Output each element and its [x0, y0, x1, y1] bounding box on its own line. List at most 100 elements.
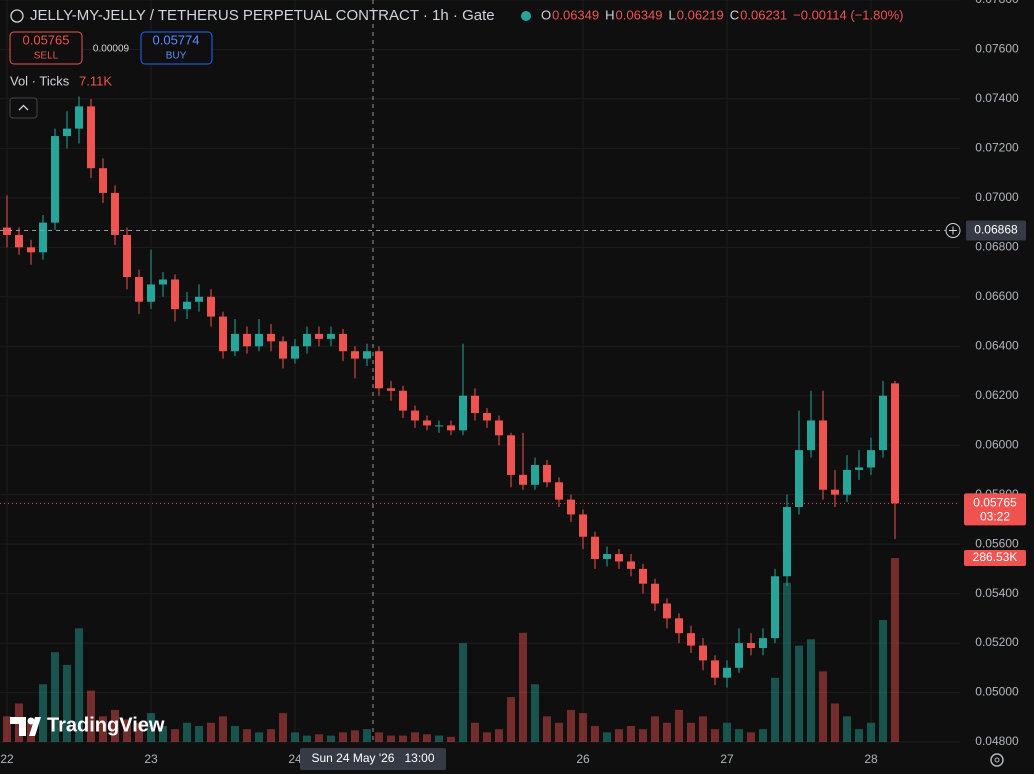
- candle-body: [711, 660, 719, 678]
- candle-body: [291, 346, 299, 359]
- candle-body: [579, 514, 587, 537]
- collapse-button[interactable]: [9, 97, 38, 119]
- countdown: 03:22: [980, 509, 1010, 523]
- candle-body: [147, 284, 155, 302]
- volume-bar: [123, 719, 131, 742]
- volume-bar: [39, 684, 47, 742]
- y-tick-label: 0.05400: [975, 586, 1019, 600]
- crosshair-price: 0.06868: [974, 223, 1018, 237]
- candle-body: [387, 388, 395, 391]
- candle-body: [855, 467, 863, 470]
- buy-price[interactable]: 0.05774: [153, 32, 200, 47]
- volume-bar: [255, 732, 263, 742]
- volume-bar: [375, 732, 383, 742]
- y-tick-label: 0.07200: [975, 141, 1019, 155]
- volume-bar: [855, 729, 863, 742]
- candle-body: [747, 643, 755, 649]
- volume-bar: [615, 729, 623, 742]
- add-alert-icon[interactable]: [949, 226, 957, 235]
- candle-body: [183, 301, 191, 310]
- volume-bar: [171, 729, 179, 742]
- volume-bar: [651, 716, 659, 742]
- candle-body: [495, 420, 503, 436]
- candle-body: [51, 136, 59, 223]
- sell-price[interactable]: 0.05765: [23, 32, 70, 47]
- ohlc-value: 0.06349: [552, 7, 599, 22]
- y-tick-label: 0.07800: [975, 0, 1019, 6]
- volume-bar: [207, 722, 215, 742]
- candle-body: [207, 296, 215, 317]
- buy-button[interactable]: [140, 31, 213, 65]
- volume-bar: [771, 677, 779, 742]
- candle-body: [843, 469, 851, 495]
- symbol-icon: [10, 9, 24, 23]
- y-tick-label: 0.04800: [975, 734, 1019, 748]
- candle-body: [603, 554, 611, 559]
- volume-bar: [819, 671, 827, 742]
- volume-bar: [531, 684, 539, 742]
- volume-bar: [891, 558, 899, 742]
- candle-body: [111, 192, 119, 235]
- ohlc-value: 0.06231: [740, 7, 787, 22]
- candle-body: [531, 464, 539, 485]
- volume-label: 286.53K: [973, 550, 1018, 564]
- candle-body: [171, 279, 179, 310]
- volume-legend-value: 7.11K: [79, 73, 112, 88]
- candle-body: [663, 603, 671, 619]
- volume-bar: [111, 709, 119, 742]
- y-tick-label: 0.07400: [975, 91, 1019, 105]
- volume-label-box: [964, 550, 1026, 566]
- candle-body: [363, 351, 371, 359]
- volume-bar: [51, 652, 59, 742]
- buy-label[interactable]: BUY: [166, 51, 187, 62]
- volume-bar: [579, 713, 587, 742]
- candle-body: [39, 222, 47, 253]
- volume-bar: [63, 664, 71, 742]
- ohlc-legend: O 0.06349 H 0.06349 L 0.06219 C 0.06231: [541, 7, 787, 22]
- volume-bar: [243, 729, 251, 742]
- sell-button[interactable]: [9, 31, 83, 65]
- settings-icon[interactable]: [994, 757, 1000, 763]
- volume-bar: [471, 722, 479, 742]
- candle-body: [267, 333, 275, 342]
- volume-bar: [495, 729, 503, 742]
- volume-bar: [879, 619, 887, 742]
- y-tick-label: 0.06200: [975, 388, 1019, 402]
- candle-body: [471, 395, 479, 414]
- candle-body: [651, 583, 659, 604]
- ohlc-value: 0.06219: [677, 7, 724, 22]
- volume-bar: [507, 697, 515, 742]
- volume-bar: [591, 725, 599, 742]
- volume-bar: [291, 732, 299, 742]
- candle-body: [447, 425, 455, 431]
- volume-bar: [231, 725, 239, 742]
- volume-bar: [627, 725, 635, 742]
- crosshair-time: Sun 24 May '26 13:00: [311, 751, 434, 765]
- candle-body: [831, 489, 839, 495]
- sell-label[interactable]: SELL: [34, 51, 59, 62]
- candle-body: [783, 507, 791, 577]
- x-tick-label: 27: [720, 752, 734, 766]
- y-tick-label: 0.06000: [975, 437, 1019, 451]
- candle-body: [123, 234, 131, 278]
- volume-bar: [363, 729, 371, 742]
- candle-body: [351, 351, 359, 359]
- y-tick-label: 0.05200: [975, 635, 1019, 649]
- collapse-icon[interactable]: [18, 104, 29, 111]
- volume-bar: [399, 735, 407, 742]
- ohlc-key: L: [669, 7, 676, 22]
- candle-body: [279, 341, 287, 359]
- candle-body: [159, 279, 167, 285]
- symbol: JELLY-MY-JELLY / TETHERUS PERPETUAL CONT…: [30, 7, 495, 24]
- logo-icon: [10, 717, 41, 736]
- candle-body: [435, 425, 443, 427]
- candle-body: [411, 410, 419, 421]
- settings-button[interactable]: [990, 753, 1004, 767]
- volume-bar: [135, 722, 143, 742]
- y-tick-label: 0.06800: [975, 240, 1019, 254]
- volume-bar: [327, 735, 335, 742]
- candle-body: [339, 333, 347, 352]
- volume-bar: [603, 732, 611, 742]
- candle-body: [231, 333, 239, 352]
